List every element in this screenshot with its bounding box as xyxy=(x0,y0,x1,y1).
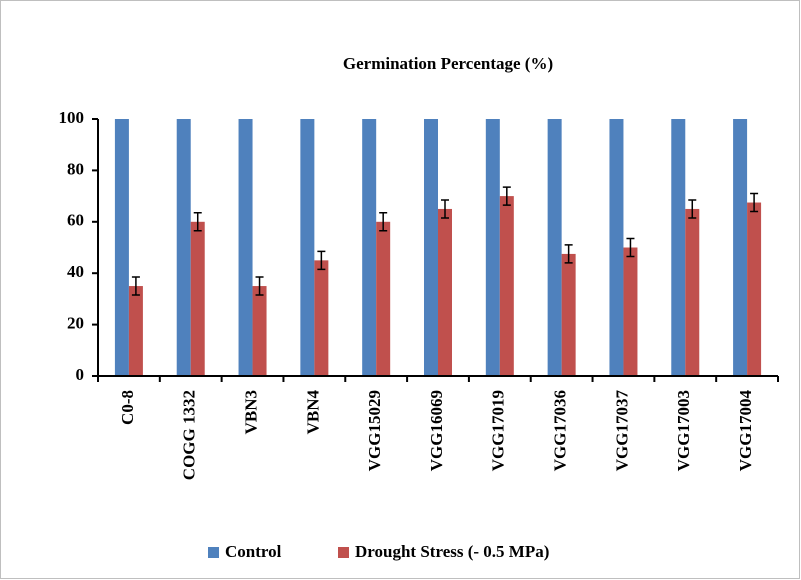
error-bar xyxy=(131,276,140,296)
bar xyxy=(547,119,562,376)
bar xyxy=(671,119,686,376)
y-tick-label: 20 xyxy=(67,314,84,333)
error-bar xyxy=(255,276,264,296)
y-tick-label: 40 xyxy=(67,262,84,281)
bar xyxy=(609,119,624,376)
bar xyxy=(238,119,253,376)
bar xyxy=(314,260,329,376)
y-tick-label: 80 xyxy=(67,159,84,178)
x-tick-label: VGG17019 xyxy=(489,390,508,471)
error-bar xyxy=(626,237,635,258)
x-tick-label: VGG17037 xyxy=(612,390,631,472)
bar xyxy=(424,119,438,376)
x-tick-label: VGG16069 xyxy=(427,390,446,471)
y-tick-label: 60 xyxy=(67,211,84,230)
x-tick-label: COGG 1332 xyxy=(180,390,199,480)
error-bar xyxy=(564,244,573,264)
bar xyxy=(300,119,315,376)
bar xyxy=(623,247,638,376)
x-tick-label: C0-8 xyxy=(118,390,137,425)
x-tick-label: VBN4 xyxy=(303,390,322,435)
y-tick-label: 100 xyxy=(59,108,85,127)
legend-swatch xyxy=(208,547,219,558)
bar xyxy=(747,202,762,376)
bar xyxy=(114,119,129,376)
legend-label: Drought Stress (- 0.5 MPa) xyxy=(355,542,549,561)
bar xyxy=(190,221,205,376)
error-bar xyxy=(379,212,388,232)
bar xyxy=(376,221,391,376)
error-bar xyxy=(750,192,759,213)
bar xyxy=(128,286,143,376)
bar xyxy=(362,119,377,376)
bar xyxy=(685,208,700,376)
bar xyxy=(252,286,267,376)
x-tick-label: VGG15029 xyxy=(365,390,384,471)
legend-label: Control xyxy=(225,542,282,561)
chart-title: Germination Percentage (%) xyxy=(343,54,553,73)
error-bar xyxy=(317,250,326,271)
error-bar xyxy=(441,199,449,219)
error-bar xyxy=(502,186,511,206)
bar xyxy=(176,119,191,376)
y-tick-label: 0 xyxy=(76,365,85,384)
x-tick-label: VGG17003 xyxy=(674,390,693,471)
x-tick-label: VGG17036 xyxy=(551,390,570,471)
bar xyxy=(561,253,576,376)
legend-swatch xyxy=(338,547,349,558)
x-tick-label: VBN3 xyxy=(241,390,260,434)
bar xyxy=(438,208,452,376)
error-bar xyxy=(193,212,202,232)
bar xyxy=(499,196,514,376)
error-bar xyxy=(688,199,697,219)
bar xyxy=(485,119,500,376)
bar xyxy=(733,119,748,376)
x-tick-label: VGG17004 xyxy=(736,390,755,472)
